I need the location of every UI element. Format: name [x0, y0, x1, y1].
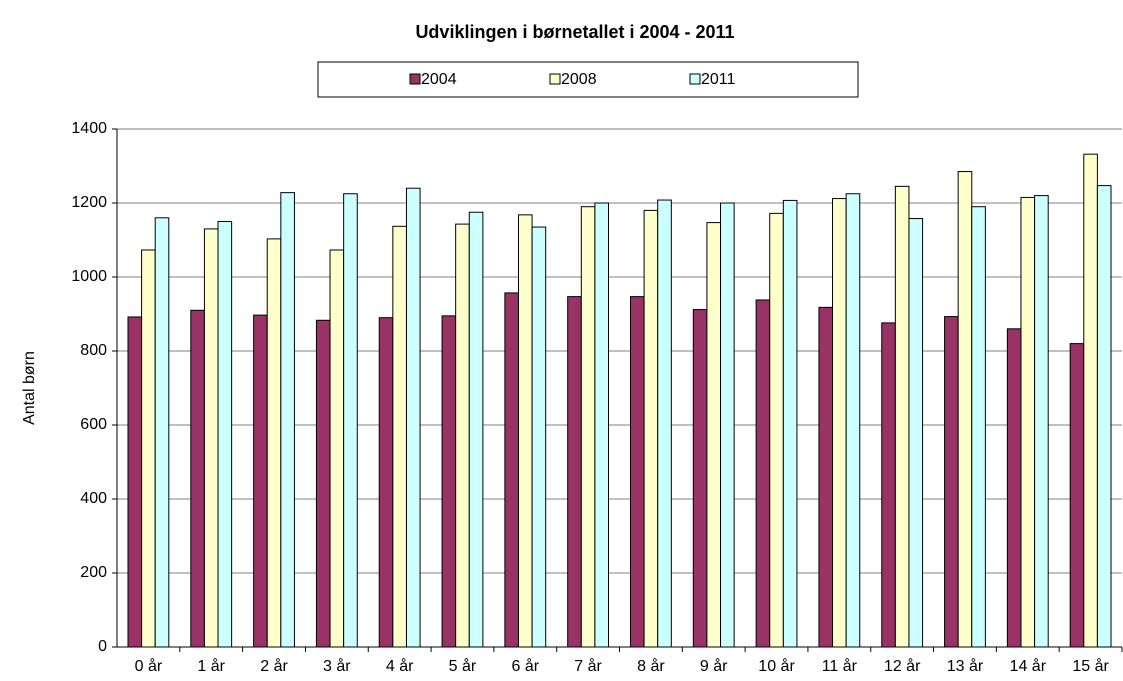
bar [881, 322, 896, 648]
bar [594, 202, 610, 648]
bar [253, 314, 268, 648]
bar [720, 202, 735, 648]
x-tick-label: 10 år [758, 657, 795, 675]
bar [832, 198, 847, 648]
bar [706, 222, 722, 648]
bar [1006, 328, 1022, 648]
legend-box [317, 61, 859, 98]
legend-swatch [409, 73, 421, 85]
bar [531, 226, 547, 648]
legend-label: 2004 [421, 71, 457, 88]
bar [629, 296, 645, 648]
bar [378, 317, 394, 648]
bar [141, 249, 156, 648]
legend-label: 2008 [561, 71, 597, 88]
bar [217, 221, 233, 648]
bar [769, 212, 784, 648]
bar [755, 299, 771, 648]
y-tick-label: 800 [80, 342, 107, 359]
y-tick-label: 1000 [71, 268, 107, 285]
bar [894, 185, 910, 648]
bar [266, 238, 282, 648]
x-tick-label: 13 år [947, 657, 984, 675]
y-tick-label: 0 [98, 638, 107, 655]
bar [1020, 196, 1036, 648]
bar [455, 223, 470, 648]
bar [1069, 343, 1085, 648]
bar [1083, 153, 1098, 648]
bar [1096, 185, 1112, 648]
x-tick-label: 6 år [511, 657, 539, 675]
y-tick-label: 1200 [71, 194, 107, 211]
x-tick-label: 0 år [135, 657, 163, 675]
y-tick-label: 600 [80, 416, 107, 433]
x-tick-label: 5 år [449, 657, 477, 675]
y-tick-label: 200 [80, 564, 107, 581]
y-tick-label: 400 [80, 490, 107, 507]
bar [190, 309, 205, 648]
bar [468, 211, 484, 648]
bar [154, 217, 170, 648]
bar [441, 315, 457, 648]
bar [517, 214, 533, 648]
legend-swatch [689, 73, 701, 85]
x-tick-label: 9 år [700, 657, 728, 675]
bar [657, 199, 672, 648]
x-tick-label: 12 år [884, 657, 921, 675]
legend-label: 2011 [701, 71, 736, 88]
x-tick-label: 3 år [323, 657, 351, 675]
x-tick-label: 1 år [197, 657, 225, 675]
y-axis-label: Antal børn [21, 351, 38, 425]
bar [845, 193, 861, 648]
bar [127, 316, 143, 648]
legend-swatch [549, 73, 561, 85]
x-tick-label: 4 år [386, 657, 414, 675]
bar [908, 218, 924, 648]
x-tick-label: 8 år [637, 657, 665, 675]
bar [692, 309, 708, 648]
bar [343, 193, 358, 648]
x-tick-label: 2 år [260, 657, 288, 675]
bar [315, 319, 331, 648]
bar [203, 228, 219, 648]
bar [567, 296, 582, 648]
x-tick-label: 11 år [822, 657, 858, 675]
bar [280, 192, 295, 648]
bar [504, 292, 519, 648]
bar [957, 171, 973, 648]
bar [782, 199, 798, 648]
y-tick-label: 1400 [71, 120, 107, 137]
bar [944, 316, 959, 648]
x-tick-label: 14 år [1010, 657, 1047, 675]
bar [971, 206, 986, 648]
bar [580, 206, 596, 648]
x-tick-label: 7 år [574, 657, 602, 675]
bar [392, 225, 407, 648]
bar [405, 187, 421, 648]
x-tick-label: 15 år [1072, 657, 1109, 675]
bar [1034, 195, 1049, 648]
chart-title: Udviklingen i børnetallet i 2004 - 2011 [415, 22, 734, 42]
bar [818, 306, 834, 648]
bar [329, 249, 345, 648]
bar [643, 209, 659, 648]
